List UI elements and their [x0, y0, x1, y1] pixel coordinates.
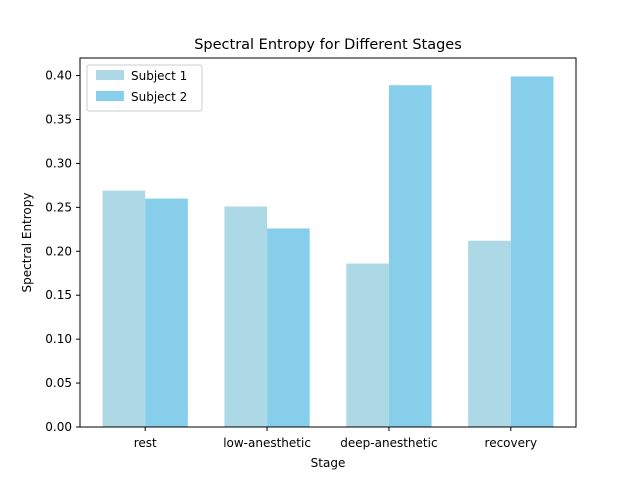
bar-series-2-low-anesthetic [267, 228, 310, 427]
y-tick-label: 0.35 [45, 113, 72, 127]
bar-series-1-deep-anesthetic [346, 263, 389, 427]
y-tick-label: 0.40 [45, 69, 72, 83]
plot-frame [79, 57, 577, 428]
y-tick-label: 0.30 [45, 156, 72, 170]
x-axis: rest low-anesthetic deep-anesthetic recover… [134, 427, 537, 450]
y-tick-label: 0.10 [45, 332, 72, 346]
y-tick-label: 0.05 [45, 376, 72, 390]
x-tick-label-low-anesthetic: low-anesthetic [223, 436, 311, 450]
legend-label-subject-1: Subject 1 [131, 69, 187, 83]
x-tick-label-recovery: recovery [485, 436, 538, 450]
legend-swatch-subject-2 [96, 91, 124, 101]
y-axis-label: Spectral Entropy [20, 193, 34, 293]
bar-series-1-rest [102, 190, 146, 427]
bars-group [102, 76, 554, 427]
y-tick-label: 0.25 [45, 200, 72, 214]
legend-label-subject-2: Subject 2 [131, 90, 187, 104]
bar-series-2-recovery [510, 76, 554, 427]
x-axis-label: Stage [311, 456, 346, 470]
bar-series-1-recovery [468, 240, 511, 427]
legend-swatch-subject-1 [96, 70, 124, 80]
y-tick-label: 0.15 [45, 288, 72, 302]
y-tick-label: 0.20 [45, 244, 72, 258]
y-axis: 0.00 0.05 0.10 0.15 0.20 0.25 0.30 0.35 0.40 [45, 69, 80, 434]
y-tick-label: 0.00 [45, 420, 72, 434]
bar-series-1-low-anesthetic [224, 206, 268, 427]
chart-title: Spectral Entropy for Different Stages [194, 37, 462, 53]
legend: Subject 1 Subject 2 [86, 64, 203, 112]
x-tick-label-rest: rest [134, 436, 157, 450]
bar-series-2-rest [145, 198, 188, 427]
x-tick-label-deep-anesthetic: deep-anesthetic [340, 436, 437, 450]
bar-series-2-deep-anesthetic [388, 85, 432, 427]
